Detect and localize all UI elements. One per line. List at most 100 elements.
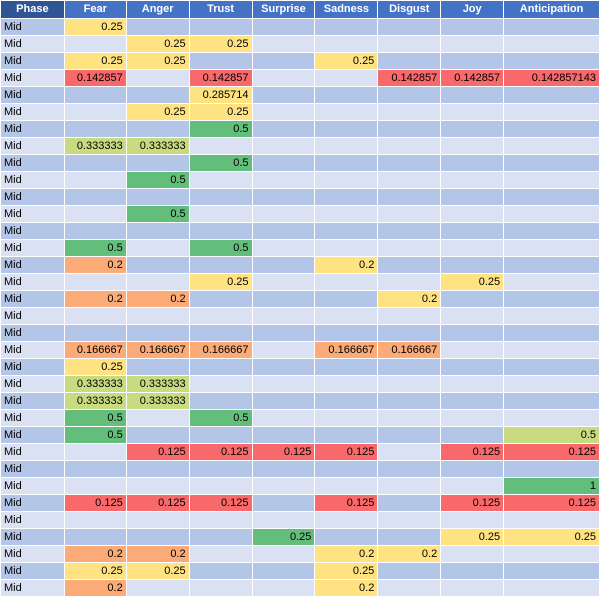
value-cell-surprise[interactable]	[251, 154, 316, 172]
value-cell-trust[interactable]	[188, 460, 253, 478]
phase-cell[interactable]: Mid	[0, 273, 65, 291]
phase-cell[interactable]: Mid	[0, 18, 65, 36]
value-cell-trust[interactable]: 0.5	[188, 239, 253, 257]
column-header-anger[interactable]: Anger	[125, 0, 190, 19]
value-cell-disgust[interactable]	[377, 358, 442, 376]
value-cell-joy[interactable]	[440, 154, 505, 172]
value-cell-disgust[interactable]	[377, 103, 442, 121]
value-cell-disgust[interactable]	[377, 460, 442, 478]
value-cell-surprise[interactable]	[251, 69, 316, 87]
value-cell-joy[interactable]	[440, 307, 505, 325]
value-cell-surprise[interactable]	[251, 239, 316, 257]
value-cell-anticipation[interactable]	[503, 579, 600, 597]
value-cell-anticipation[interactable]	[503, 460, 600, 478]
value-cell-fear[interactable]	[63, 511, 127, 529]
value-cell-anger[interactable]	[125, 18, 190, 36]
value-cell-anticipation[interactable]	[503, 120, 600, 138]
value-cell-surprise[interactable]	[251, 137, 316, 155]
value-cell-disgust[interactable]	[377, 443, 442, 461]
value-cell-anger[interactable]: 0.2	[125, 545, 190, 563]
value-cell-anticipation[interactable]	[503, 86, 600, 104]
value-cell-anger[interactable]: 0.25	[125, 52, 190, 70]
value-cell-surprise[interactable]	[251, 52, 316, 70]
value-cell-joy[interactable]	[440, 86, 505, 104]
column-header-sadness[interactable]: Sadness	[314, 0, 379, 19]
value-cell-disgust[interactable]	[377, 528, 442, 546]
value-cell-joy[interactable]	[440, 120, 505, 138]
value-cell-anticipation[interactable]	[503, 52, 600, 70]
column-header-disgust[interactable]: Disgust	[377, 0, 442, 19]
value-cell-anticipation[interactable]	[503, 409, 600, 427]
value-cell-anticipation[interactable]	[503, 545, 600, 563]
value-cell-surprise[interactable]	[251, 273, 316, 291]
phase-cell[interactable]: Mid	[0, 477, 65, 495]
value-cell-disgust[interactable]	[377, 477, 442, 495]
value-cell-disgust[interactable]	[377, 426, 442, 444]
value-cell-joy[interactable]	[440, 579, 505, 597]
column-header-surprise[interactable]: Surprise	[251, 0, 316, 19]
value-cell-sadness[interactable]	[314, 511, 379, 529]
value-cell-anticipation[interactable]: 0.25	[503, 528, 600, 546]
value-cell-anticipation[interactable]	[503, 188, 600, 206]
value-cell-disgust[interactable]: 0.142857	[377, 69, 442, 87]
value-cell-anger[interactable]: 0.166667	[125, 341, 190, 359]
value-cell-anticipation[interactable]	[503, 273, 600, 291]
value-cell-joy[interactable]	[440, 137, 505, 155]
value-cell-sadness[interactable]: 0.125	[314, 443, 379, 461]
value-cell-fear[interactable]: 0.25	[63, 18, 127, 36]
value-cell-surprise[interactable]	[251, 358, 316, 376]
value-cell-sadness[interactable]: 0.125	[314, 494, 379, 512]
value-cell-disgust[interactable]	[377, 562, 442, 580]
value-cell-anticipation[interactable]: 0.5	[503, 426, 600, 444]
phase-cell[interactable]: Mid	[0, 86, 65, 104]
value-cell-joy[interactable]	[440, 103, 505, 121]
phase-cell[interactable]: Mid	[0, 137, 65, 155]
value-cell-anger[interactable]: 0.5	[125, 171, 190, 189]
value-cell-trust[interactable]	[188, 307, 253, 325]
value-cell-surprise[interactable]	[251, 222, 316, 240]
value-cell-trust[interactable]	[188, 324, 253, 342]
value-cell-joy[interactable]	[440, 222, 505, 240]
phase-cell[interactable]: Mid	[0, 409, 65, 427]
value-cell-joy[interactable]	[440, 341, 505, 359]
value-cell-sadness[interactable]	[314, 137, 379, 155]
value-cell-fear[interactable]: 0.142857	[63, 69, 127, 87]
phase-cell[interactable]: Mid	[0, 256, 65, 274]
value-cell-trust[interactable]	[188, 426, 253, 444]
value-cell-sadness[interactable]	[314, 307, 379, 325]
value-cell-anger[interactable]	[125, 511, 190, 529]
value-cell-surprise[interactable]	[251, 256, 316, 274]
value-cell-disgust[interactable]	[377, 494, 442, 512]
phase-cell[interactable]: Mid	[0, 494, 65, 512]
value-cell-anticipation[interactable]: 0.125	[503, 443, 600, 461]
value-cell-anger[interactable]	[125, 69, 190, 87]
phase-cell[interactable]: Mid	[0, 205, 65, 223]
value-cell-anger[interactable]: 0.25	[125, 35, 190, 53]
value-cell-surprise[interactable]	[251, 341, 316, 359]
value-cell-fear[interactable]: 0.25	[63, 562, 127, 580]
value-cell-trust[interactable]: 0.25	[188, 35, 253, 53]
column-header-joy[interactable]: Joy	[440, 0, 505, 19]
value-cell-fear[interactable]	[63, 460, 127, 478]
phase-cell[interactable]: Mid	[0, 120, 65, 138]
value-cell-anger[interactable]	[125, 239, 190, 257]
value-cell-sadness[interactable]	[314, 188, 379, 206]
value-cell-sadness[interactable]	[314, 477, 379, 495]
value-cell-fear[interactable]	[63, 103, 127, 121]
phase-cell[interactable]: Mid	[0, 103, 65, 121]
phase-cell[interactable]: Mid	[0, 52, 65, 70]
value-cell-anger[interactable]	[125, 273, 190, 291]
value-cell-surprise[interactable]	[251, 579, 316, 597]
value-cell-anger[interactable]	[125, 256, 190, 274]
value-cell-sadness[interactable]	[314, 18, 379, 36]
phase-cell[interactable]: Mid	[0, 290, 65, 308]
value-cell-fear[interactable]: 0.2	[63, 545, 127, 563]
value-cell-sadness[interactable]	[314, 239, 379, 257]
value-cell-surprise[interactable]	[251, 290, 316, 308]
column-header-phase[interactable]: Phase	[0, 0, 65, 19]
value-cell-disgust[interactable]	[377, 307, 442, 325]
value-cell-trust[interactable]	[188, 562, 253, 580]
value-cell-sadness[interactable]: 0.2	[314, 256, 379, 274]
value-cell-fear[interactable]	[63, 528, 127, 546]
value-cell-anger[interactable]: 0.2	[125, 290, 190, 308]
